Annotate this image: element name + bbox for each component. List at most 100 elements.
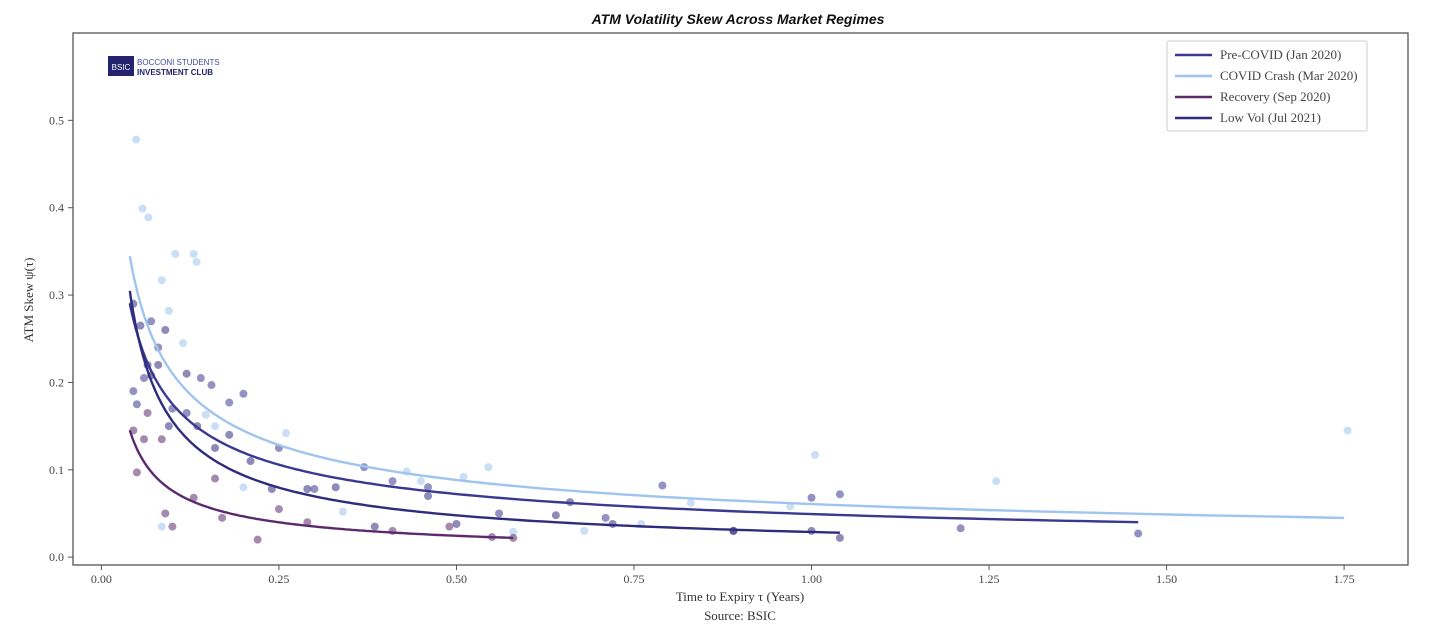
chart-title: ATM Volatility Skew Across Market Regime… (591, 11, 885, 27)
data-point (168, 522, 177, 531)
x-tick-label: 1.75 (1334, 572, 1355, 586)
data-point (182, 369, 191, 378)
data-point (157, 522, 166, 531)
data-point (495, 509, 504, 518)
data-point (164, 422, 173, 431)
data-point (601, 513, 610, 522)
fit-line-series-0 (128, 303, 1139, 524)
data-point (132, 400, 141, 409)
data-point (424, 491, 433, 500)
data-point (246, 457, 255, 466)
legend-label: Pre-COVID (Jan 2020) (1220, 47, 1341, 62)
x-tick-label: 1.25 (979, 572, 1000, 586)
data-point (1134, 529, 1143, 538)
data-point (956, 524, 965, 533)
data-point (239, 389, 248, 398)
fit-line-series-1 (128, 255, 1345, 520)
data-point (164, 306, 173, 315)
data-point (811, 450, 820, 459)
data-point (445, 522, 454, 531)
data-point (138, 204, 147, 213)
data-point (144, 213, 153, 222)
data-point (132, 135, 141, 144)
legend-label: Low Vol (Jul 2021) (1220, 110, 1321, 125)
y-tick-label: 0.4 (49, 201, 64, 215)
series-2-points (129, 409, 518, 544)
data-point (835, 490, 844, 499)
x-tick-label: 0.50 (446, 572, 467, 586)
x-tick-label: 0.25 (268, 572, 289, 586)
data-point (580, 526, 589, 535)
y-tick-label: 0.5 (49, 113, 64, 127)
x-tick-label: 1.50 (1156, 572, 1177, 586)
data-point (303, 485, 312, 493)
data-point (509, 527, 518, 536)
data-point (143, 409, 152, 417)
x-tick-label: 1.00 (801, 572, 822, 586)
y-tick-label: 0.2 (49, 375, 64, 389)
data-point (129, 387, 138, 396)
legend: Pre-COVID (Jan 2020) COVID Crash (Mar 202… (1166, 40, 1368, 132)
data-point (136, 321, 145, 330)
data-point (189, 250, 198, 259)
series-1-points (132, 135, 1352, 536)
data-point (225, 398, 234, 407)
logo-line2: INVESTMENT CLUB (137, 68, 213, 77)
data-point (207, 381, 216, 390)
data-point (303, 518, 312, 527)
data-point (171, 250, 180, 259)
data-point (807, 493, 816, 502)
data-point (225, 430, 234, 439)
y-tick-label: 0.3 (49, 288, 64, 302)
fit-line-series-3 (128, 290, 840, 534)
data-point (416, 477, 425, 486)
data-point (157, 276, 166, 285)
data-point (147, 317, 156, 326)
data-point (196, 374, 205, 383)
data-point (140, 435, 149, 444)
data-point (211, 422, 220, 431)
data-point (161, 326, 170, 335)
data-point (282, 429, 291, 438)
data-point (132, 468, 141, 477)
data-point (239, 483, 248, 492)
logo-badge (108, 56, 134, 76)
data-point (992, 477, 1001, 486)
data-point (1343, 426, 1352, 435)
data-point (424, 483, 433, 492)
data-point (211, 474, 220, 483)
data-point (140, 374, 149, 383)
data-point (338, 507, 347, 516)
data-point (686, 498, 695, 507)
legend-label: COVID Crash (Mar 2020) (1220, 68, 1358, 83)
data-point (484, 463, 493, 472)
y-tick-label: 0.0 (49, 550, 64, 564)
data-point (658, 481, 667, 490)
data-point (161, 509, 170, 518)
data-point (274, 505, 283, 514)
x-tick-label: 0.00 (91, 572, 112, 586)
data-point (154, 360, 163, 369)
data-point (189, 493, 198, 502)
source-note: Source: BSIC (704, 608, 776, 623)
data-point (786, 502, 795, 511)
legend-label: Recovery (Sep 2020) (1220, 89, 1330, 104)
data-point (452, 519, 461, 528)
logo: BSIC BOCCONI STUDENTS INVESTMENT CLUB (108, 56, 220, 77)
data-point (179, 339, 188, 348)
y-tick-label: 0.1 (49, 463, 64, 477)
data-point (835, 533, 844, 542)
x-tick-label: 0.75 (623, 572, 644, 586)
data-point (157, 435, 166, 444)
data-point (310, 485, 319, 493)
data-point (211, 443, 220, 452)
y-axis-label: ATM Skew ψ(τ) (21, 258, 36, 343)
data-point (192, 257, 201, 266)
logo-badge-text: BSIC (112, 63, 131, 72)
data-point (201, 410, 210, 419)
data-point (253, 535, 262, 544)
data-point (388, 477, 397, 486)
logo-line1: BOCCONI STUDENTS (137, 58, 220, 67)
x-axis-label: Time to Expiry τ (Years) (676, 589, 804, 604)
